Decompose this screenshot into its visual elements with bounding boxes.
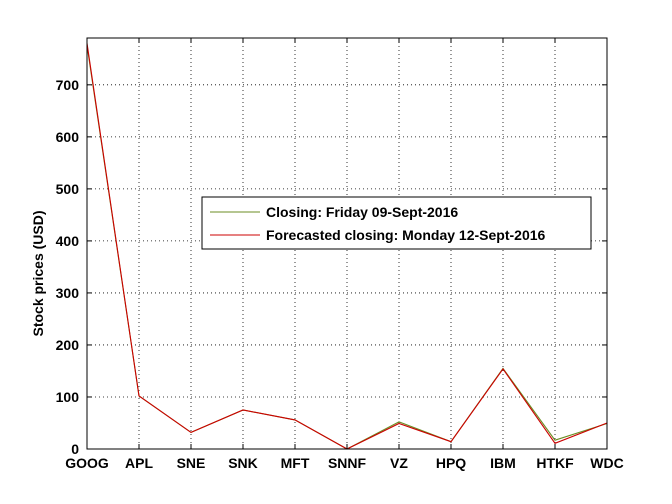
y-tick-label: 100: [56, 389, 80, 405]
x-tick-label: SNNF: [328, 455, 367, 471]
x-tick-label: MFT: [281, 455, 310, 471]
y-tick-label: 700: [56, 77, 80, 93]
y-axis-label: Stock prices (USD): [30, 210, 46, 336]
x-tick-label: IBM: [490, 455, 516, 471]
x-tick-label: SNK: [228, 455, 258, 471]
y-tick-label: 400: [56, 233, 80, 249]
legend-box: [201, 196, 592, 250]
x-tick-label: WDC: [590, 455, 623, 471]
x-tick-label: SNE: [177, 455, 206, 471]
y-tick-label: 300: [56, 285, 80, 301]
x-tick-label: HPQ: [436, 455, 466, 471]
legend: Closing: Friday 09-Sept-2016 Forecasted c…: [201, 196, 592, 250]
x-axis-ticks: GOOG APL SNE SNK MFT SNNF VZ HPQ IBM HTKF WDC: [65, 38, 624, 471]
x-tick-label: GOOG: [65, 455, 109, 471]
y-tick-label: 200: [56, 337, 80, 353]
x-tick-label: APL: [125, 455, 153, 471]
y-axis-ticks: 0 100 200 300 400 500 600 700: [56, 77, 607, 457]
y-tick-label: 600: [56, 129, 80, 145]
x-tick-label: HTKF: [536, 455, 574, 471]
legend-label-0: Closing: Friday 09-Sept-2016: [266, 204, 458, 220]
x-tick-label: VZ: [390, 455, 408, 471]
y-tick-label: 500: [56, 181, 80, 197]
legend-label-1: Forecasted closing: Monday 12-Sept-2016: [266, 227, 546, 243]
y-tick-label: 0: [71, 441, 79, 457]
